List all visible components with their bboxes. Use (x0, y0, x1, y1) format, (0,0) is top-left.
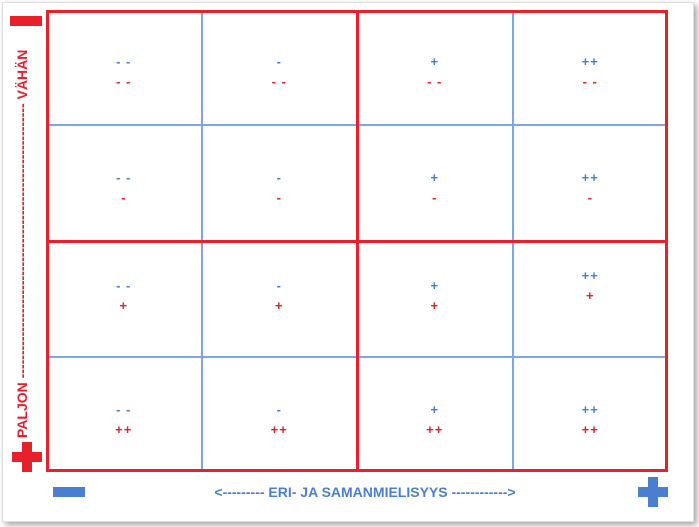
cell-bottom-symbol: + (430, 298, 440, 313)
cell-bottom-symbol: - (432, 190, 438, 205)
cell-bottom-symbol: + (119, 298, 129, 313)
plus-icon-vertical-bar (22, 442, 32, 472)
matrix-cell: - - - - (46, 10, 202, 472)
cell-top-symbol: - (276, 402, 282, 417)
grid-border (46, 10, 668, 472)
matrix-grid: - -- --- - + - - ++ - -- - - - - + - ++ - - - + - + + + ++… (46, 10, 668, 472)
cell-bottom-symbol: - - (116, 74, 132, 89)
matrix-cell: ++ ++ (513, 10, 669, 472)
x-axis-label: <--------- ERI- JA SAMANMIELISYYS ------… (214, 484, 516, 500)
cell-bottom-symbol: - - (271, 74, 287, 89)
matrix-cell: - ++ (202, 10, 358, 472)
matrix-cell: - + (202, 10, 358, 472)
diagram-frame (2, 2, 694, 522)
cell-bottom-symbol: + (274, 298, 284, 313)
cell-bottom-symbol: - - (582, 74, 598, 89)
cell-bottom-symbol: + (585, 288, 595, 303)
cell-top-symbol: + (430, 170, 440, 185)
cell-top-symbol: - - (116, 54, 132, 69)
matrix-cell: +++ (513, 10, 669, 472)
cell-top-symbol: - - (116, 402, 132, 417)
cell-bottom-symbol: ++ (426, 422, 444, 437)
cell-bottom-symbol: ++ (581, 422, 599, 437)
minus-icon (53, 487, 85, 497)
plus-icon-vertical-bar (648, 477, 658, 507)
y-axis-dashes: ----------------------------------------… (14, 99, 30, 379)
cell-top-symbol: - (276, 170, 282, 185)
cell-top-symbol: - - (116, 170, 132, 185)
matrix-cell: + + (357, 10, 513, 472)
y-axis-top-label: VÄHÄN (14, 49, 30, 100)
cell-bottom-symbol: - - (427, 74, 443, 89)
minus-icon (10, 16, 42, 26)
matrix-cell: -- (202, 10, 358, 472)
matrix-cell: - - + (46, 10, 202, 472)
cell-bottom-symbol: - (276, 190, 282, 205)
matrix-cell: + - (357, 10, 513, 472)
cell-top-symbol: + (430, 54, 440, 69)
cell-bottom-symbol: - (121, 190, 127, 205)
cell-top-symbol: + (430, 278, 440, 293)
matrix-cell: ++ - - (513, 10, 669, 472)
cell-bottom-symbol: - (587, 190, 593, 205)
grid-line-center-h (46, 240, 668, 243)
cell-top-symbol: ++ (581, 54, 599, 69)
cell-top-symbol: ++ (581, 268, 599, 283)
y-axis-label: PALJON ---------------------------------… (14, 50, 30, 438)
matrix-cell: +++ (357, 10, 513, 472)
cell-top-symbol: - - (116, 278, 132, 293)
cell-top-symbol: - (276, 278, 282, 293)
matrix-cell: - - ++ (46, 10, 202, 472)
cell-top-symbol: ++ (581, 402, 599, 417)
cell-top-symbol: - (276, 54, 282, 69)
cell-bottom-symbol: ++ (115, 422, 133, 437)
matrix-cell: - - - (46, 10, 202, 472)
matrix-cell: + - - (357, 10, 513, 472)
matrix-cell: -- - (202, 10, 358, 472)
cell-top-symbol: ++ (581, 170, 599, 185)
cell-bottom-symbol: ++ (270, 422, 288, 437)
matrix-cell: ++ - (513, 10, 669, 472)
y-axis-bottom-label: PALJON (14, 382, 30, 438)
cell-top-symbol: + (430, 402, 440, 417)
